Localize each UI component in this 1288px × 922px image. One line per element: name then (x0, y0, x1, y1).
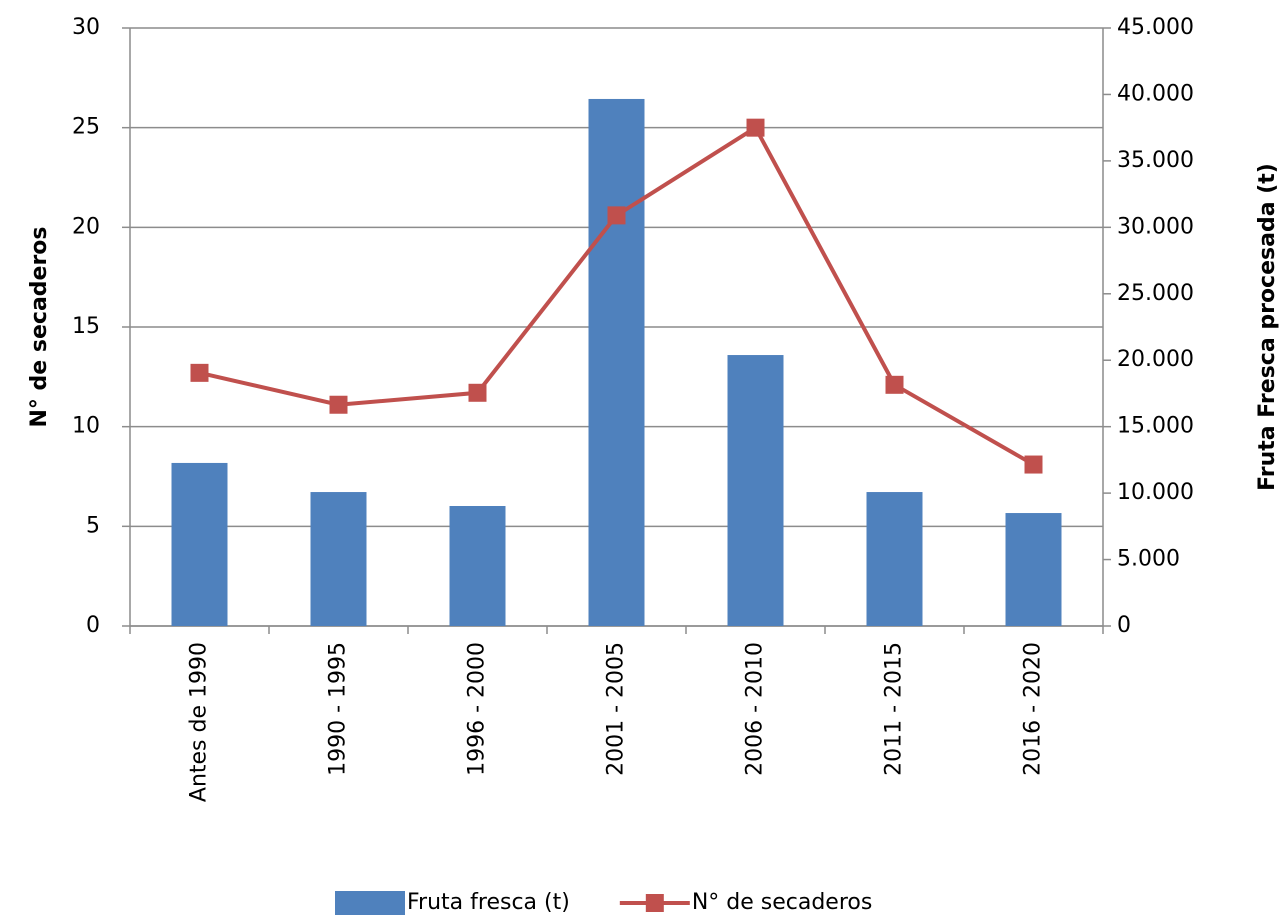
bar (866, 492, 923, 626)
y-axis-title: N° de secaderos (27, 226, 52, 427)
legend-swatch (645, 894, 664, 912)
y-tick-label: 20 (72, 214, 100, 239)
y2-tick-label: 30.000 (1117, 214, 1194, 239)
x-tick-label: 1996 - 2000 (465, 642, 490, 776)
bar (449, 506, 506, 626)
x-tick-label: 1990 - 1995 (326, 642, 351, 776)
y2-tick-label: 15.000 (1117, 414, 1194, 439)
y2-tick-label: 10.000 (1117, 480, 1194, 505)
bar (310, 492, 367, 626)
y2-tick-label: 45.000 (1117, 15, 1194, 40)
x-tick-label: 2006 - 2010 (743, 642, 768, 776)
y2-tick-label: 25.000 (1117, 281, 1194, 306)
legend-label: N° de secaderos (692, 890, 873, 915)
x-tick-label: Antes de 1990 (187, 642, 212, 802)
legend-swatch (335, 891, 405, 915)
y-tick-label: 15 (72, 314, 100, 339)
bar (588, 98, 645, 627)
bar (727, 355, 784, 626)
y2-tick-label: 40.000 (1117, 81, 1194, 106)
marker (190, 363, 209, 382)
marker (1024, 455, 1043, 474)
bar (171, 462, 228, 626)
x-tick-label: 2001 - 2005 (604, 642, 629, 776)
y2-tick-label: 0 (1117, 613, 1131, 638)
legend-label: Fruta fresca (t) (407, 890, 570, 915)
y-tick-label: 30 (72, 15, 100, 40)
y2-tick-label: 5.000 (1117, 547, 1180, 572)
marker (329, 395, 348, 414)
y-tick-label: 25 (72, 115, 100, 140)
y2-axis-title: Fruta Fresca procesada (t) (1255, 163, 1280, 491)
y2-tick-label: 35.000 (1117, 148, 1194, 173)
y2-tick-label: 20.000 (1117, 347, 1194, 372)
y-tick-label: 5 (86, 513, 100, 538)
x-tick-label: 2016 - 2020 (1021, 642, 1046, 776)
bar (1005, 513, 1062, 626)
marker (885, 375, 904, 394)
marker (746, 118, 765, 137)
marker (607, 206, 626, 225)
x-tick-label: 2011 - 2015 (882, 642, 907, 776)
y-tick-label: 0 (86, 613, 100, 638)
y-tick-label: 10 (72, 414, 100, 439)
marker (468, 383, 487, 402)
